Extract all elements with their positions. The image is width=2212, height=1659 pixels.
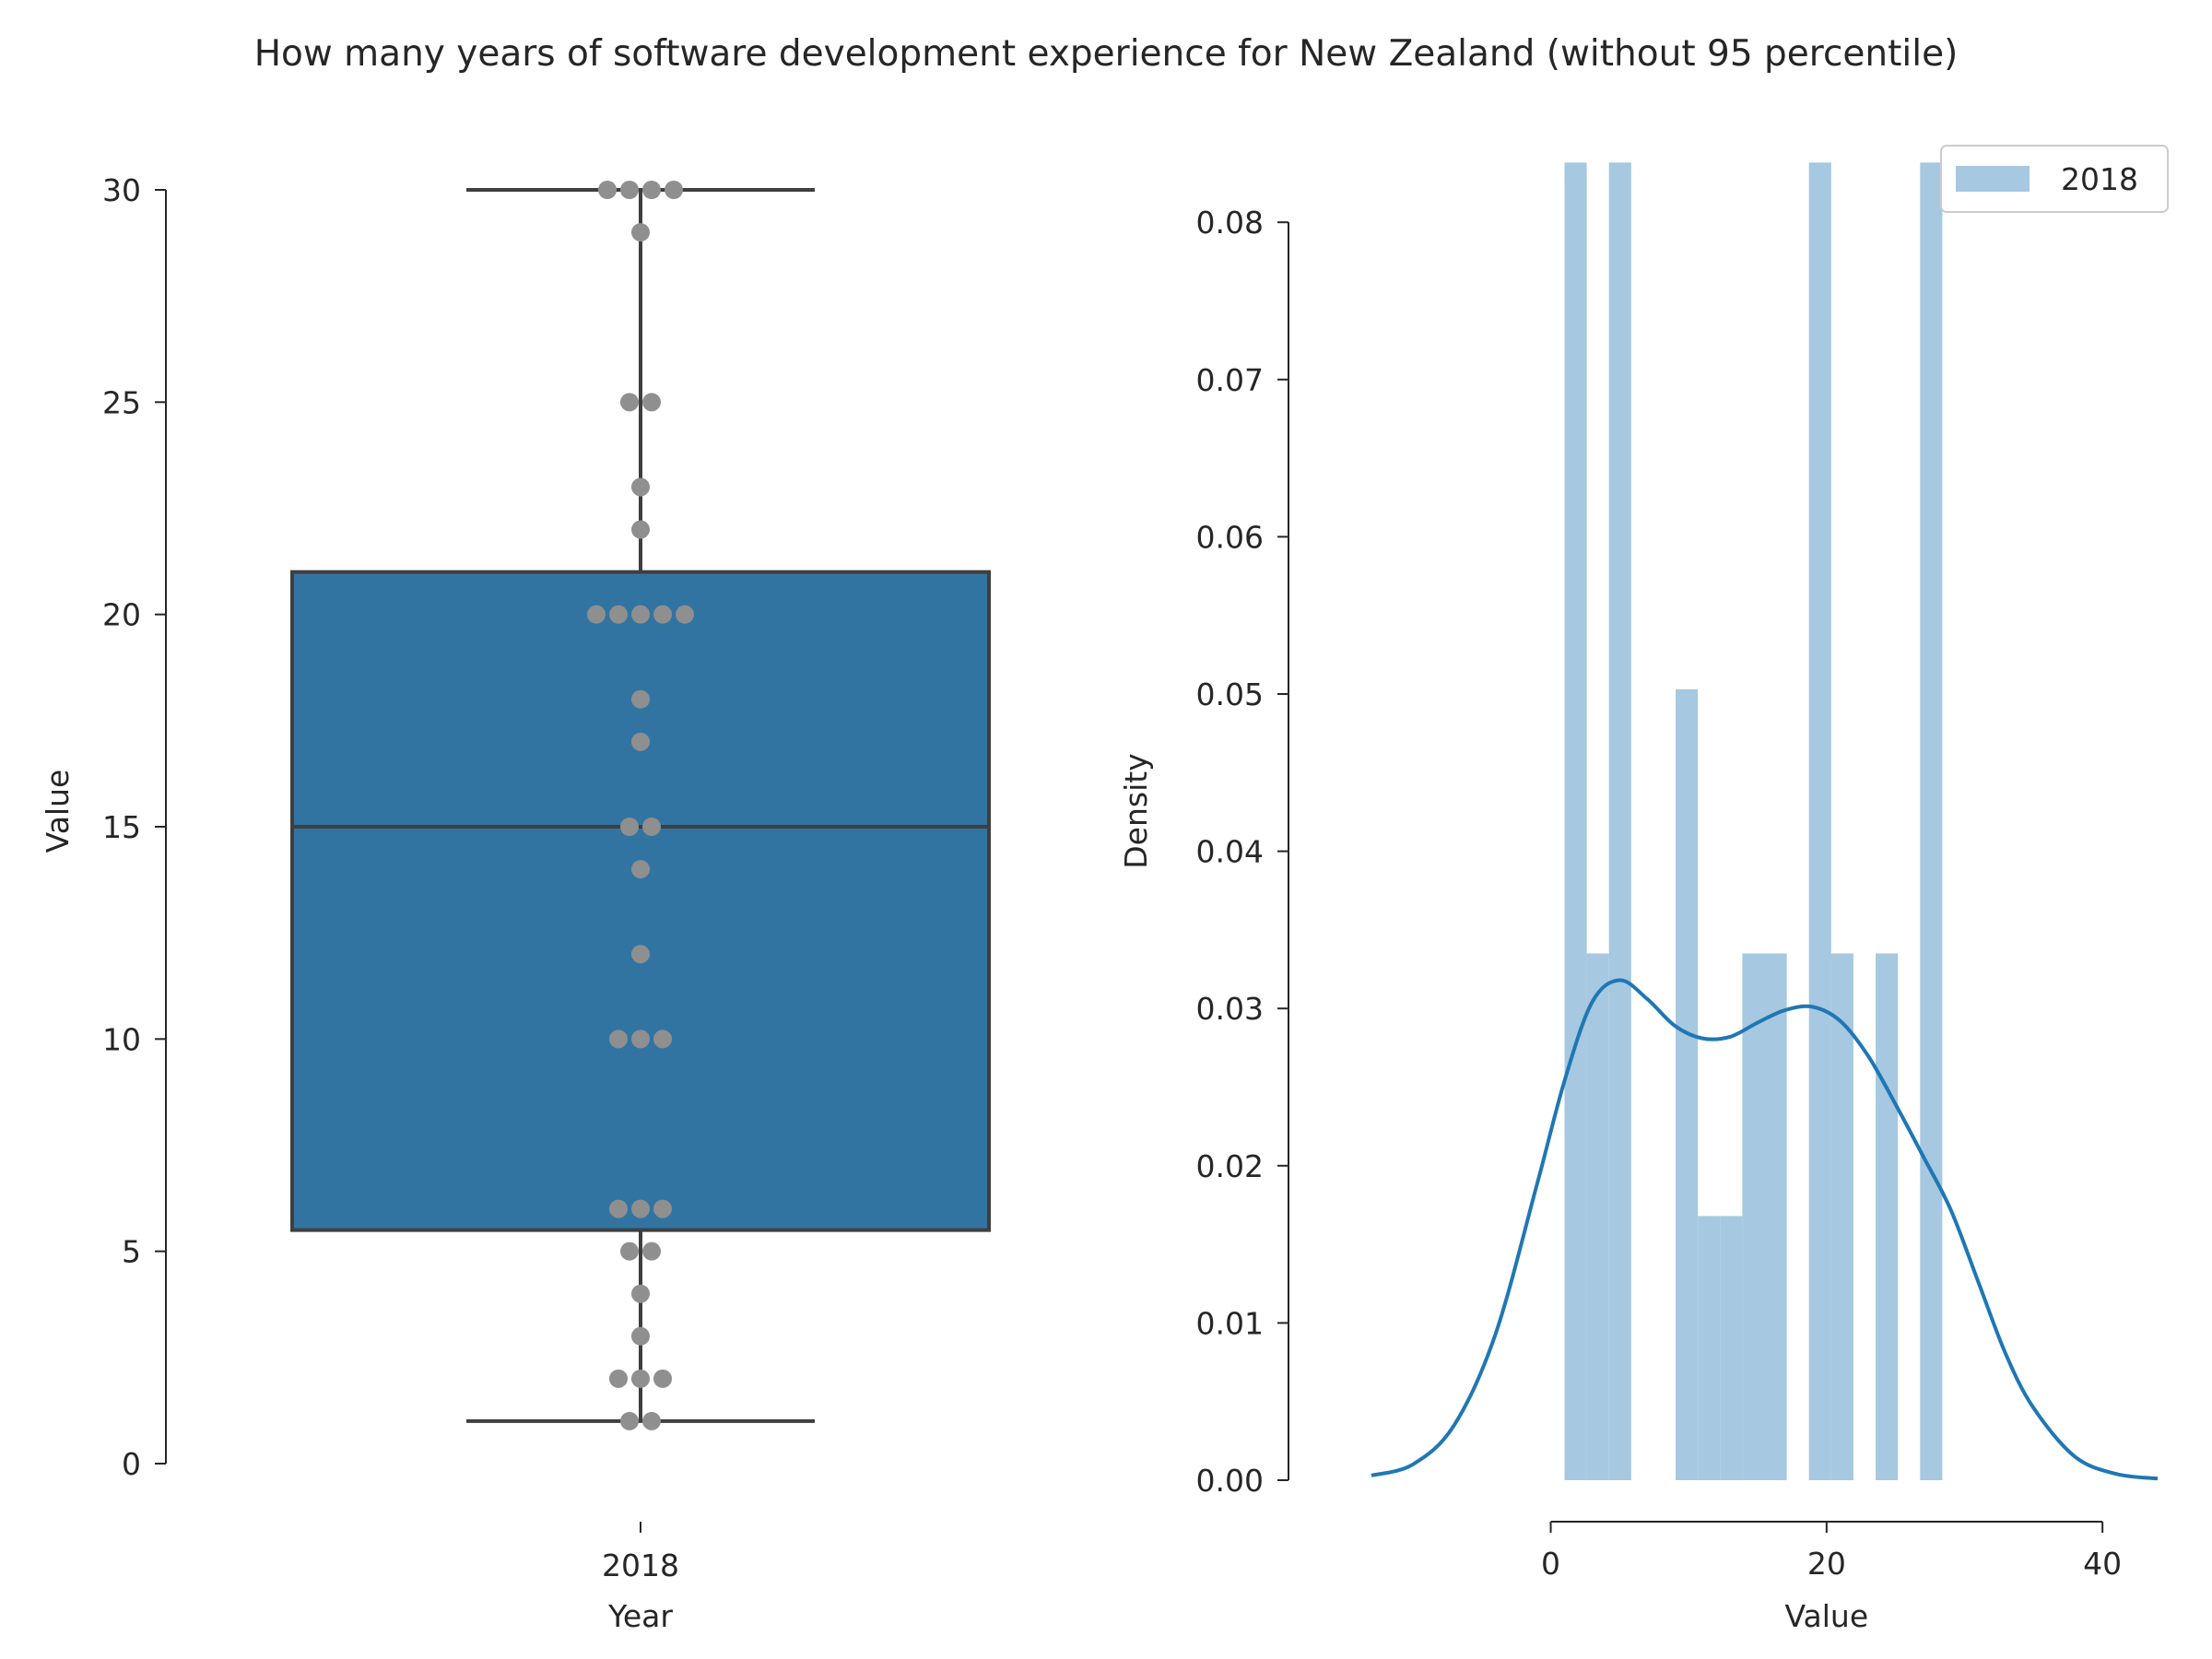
y-tick-label: 0.03 <box>1196 991 1264 1027</box>
y-tick-label: 0.05 <box>1196 677 1264 712</box>
x-tick-label: 20 <box>1807 1546 1846 1582</box>
legend-swatch <box>1956 166 2030 192</box>
y-tick-label: 20 <box>102 597 141 633</box>
histogram-panel: 0.00 0.01 0.02 0.03 0.04 0.05 0.06 0.07 0.08 0 20… <box>1118 145 2169 1634</box>
y-tick-label: 0 <box>122 1446 141 1482</box>
histogram-bar <box>1608 162 1631 1480</box>
histogram-bar <box>1830 953 1853 1480</box>
histogram-x-axis: 0 20 40 <box>1541 1521 2122 1582</box>
data-point <box>587 605 606 624</box>
data-point <box>620 1411 639 1430</box>
box-iqr <box>290 570 991 1232</box>
y-tick-label: 0.01 <box>1196 1305 1264 1341</box>
data-point <box>642 393 661 412</box>
y-tick-label: 0.08 <box>1196 205 1264 241</box>
x-tick-label: 2018 <box>602 1547 679 1583</box>
y-tick-label: 0.02 <box>1196 1148 1264 1184</box>
kde-line <box>1371 978 2159 1481</box>
data-point <box>609 1199 628 1218</box>
data-point <box>609 605 628 624</box>
y-tick-label: 10 <box>102 1021 141 1057</box>
data-point <box>631 945 650 964</box>
histogram-bar <box>1742 953 1765 1480</box>
data-point <box>653 605 672 624</box>
boxplot-x-axis-label: Year <box>607 1598 673 1634</box>
boxplot-y-axis-label: Value <box>40 770 76 853</box>
histogram-bar <box>1676 688 1699 1480</box>
data-point <box>631 1284 650 1303</box>
boxplot-y-axis: 0 5 10 15 20 25 30 <box>102 172 167 1482</box>
histogram-bar <box>1876 953 1899 1480</box>
figure-title: How many years of software development e… <box>254 33 1959 75</box>
histogram-bar <box>1698 1216 1721 1480</box>
x-tick-label: 0 <box>1541 1546 1560 1582</box>
histogram-y-axis-label: Density <box>1118 753 1154 868</box>
histogram-y-axis: 0.00 0.01 0.02 0.03 0.04 0.05 0.06 0.07 0.08 <box>1196 205 1289 1499</box>
data-point <box>631 1326 650 1346</box>
data-point <box>631 223 650 242</box>
boxplot-plot-area <box>290 181 991 1430</box>
data-point <box>620 181 639 199</box>
histogram-x-axis-label: Value <box>1785 1598 1869 1634</box>
data-point <box>598 181 617 199</box>
data-point <box>631 477 650 497</box>
data-point <box>609 1369 628 1388</box>
data-point <box>653 1369 672 1388</box>
legend-label: 2018 <box>2061 161 2138 197</box>
y-tick-label: 5 <box>122 1234 141 1270</box>
data-point <box>631 1030 650 1049</box>
data-point <box>631 860 650 879</box>
data-point <box>620 818 639 836</box>
y-tick-label: 0.07 <box>1196 362 1264 398</box>
data-point <box>609 1030 628 1049</box>
histogram-bar <box>1808 162 1831 1480</box>
data-point <box>631 1369 650 1388</box>
histogram-bar <box>1720 1216 1743 1480</box>
data-point <box>653 1030 672 1049</box>
y-tick-label: 25 <box>102 384 141 420</box>
data-point <box>642 1241 661 1261</box>
data-point <box>642 818 661 836</box>
y-tick-label: 0.04 <box>1196 834 1264 870</box>
y-tick-label: 30 <box>102 172 141 208</box>
data-point <box>665 181 683 199</box>
histogram-bar <box>1586 953 1609 1480</box>
data-point <box>631 732 650 751</box>
y-tick-label: 0.00 <box>1196 1463 1264 1499</box>
histogram-bar <box>1764 953 1787 1480</box>
data-point <box>653 1199 672 1218</box>
x-tick-label: 40 <box>2083 1546 2122 1582</box>
data-point <box>620 393 639 412</box>
data-point <box>620 1241 639 1261</box>
y-tick-label: 0.06 <box>1196 519 1264 555</box>
boxplot-panel: 0 5 10 15 20 25 30 2018 Year Value <box>40 172 991 1634</box>
data-point <box>642 1411 661 1430</box>
data-point <box>642 181 661 199</box>
histogram-plot-area <box>1371 162 2159 1481</box>
legend-frame <box>1940 145 2169 213</box>
y-tick-label: 15 <box>102 809 141 845</box>
data-point <box>676 605 694 624</box>
histogram-bar <box>1564 162 1587 1480</box>
histogram-legend: 2018 <box>1940 145 2169 213</box>
data-point <box>631 605 650 624</box>
histogram-bar <box>1920 162 1943 1480</box>
data-point <box>631 1199 650 1218</box>
data-point <box>631 520 650 539</box>
boxplot-x-axis: 2018 <box>602 1522 679 1583</box>
data-point <box>631 689 650 709</box>
